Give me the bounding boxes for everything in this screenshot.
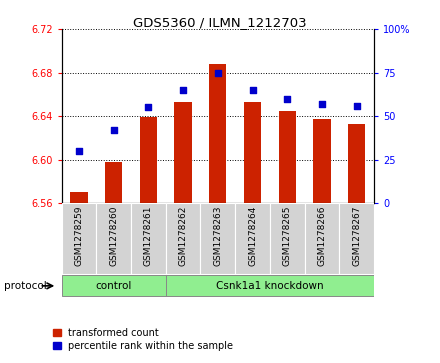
Text: GSM1278267: GSM1278267	[352, 205, 361, 266]
Bar	[62, 275, 166, 297]
Point	[249, 87, 256, 93]
Bar	[209, 64, 227, 203]
Bar	[140, 117, 157, 203]
Point	[353, 103, 360, 109]
Point	[75, 148, 82, 154]
Text: Csnk1a1 knockdown: Csnk1a1 knockdown	[216, 281, 324, 291]
Point	[180, 87, 187, 93]
Text: GSM1278264: GSM1278264	[248, 205, 257, 266]
Point	[110, 127, 117, 133]
Point	[145, 105, 152, 110]
Text: GSM1278266: GSM1278266	[317, 205, 326, 266]
Bar	[201, 203, 235, 274]
Text: protocol: protocol	[4, 281, 47, 291]
Text: GSM1278261: GSM1278261	[144, 205, 153, 266]
Text: GSM1278262: GSM1278262	[179, 205, 187, 266]
Point	[319, 101, 326, 107]
Bar	[105, 162, 122, 203]
Bar	[270, 203, 304, 274]
Bar	[348, 124, 365, 203]
Bar	[166, 275, 374, 297]
Legend: transformed count, percentile rank within the sample: transformed count, percentile rank withi…	[49, 324, 237, 355]
Bar	[244, 102, 261, 203]
Text: GSM1278263: GSM1278263	[213, 205, 222, 266]
Bar	[70, 192, 88, 203]
Bar	[339, 203, 374, 274]
Bar	[131, 203, 166, 274]
Text: control: control	[95, 281, 132, 291]
Point	[284, 96, 291, 102]
Bar	[304, 203, 339, 274]
Point	[214, 70, 221, 76]
Bar	[313, 119, 330, 203]
Bar	[174, 102, 192, 203]
Bar	[279, 111, 296, 203]
Bar	[62, 203, 96, 274]
Bar	[235, 203, 270, 274]
Text: GDS5360 / ILMN_1212703: GDS5360 / ILMN_1212703	[133, 16, 307, 29]
Bar	[166, 203, 201, 274]
Text: GSM1278259: GSM1278259	[74, 205, 84, 266]
Bar	[96, 203, 131, 274]
Text: GSM1278265: GSM1278265	[283, 205, 292, 266]
Text: GSM1278260: GSM1278260	[109, 205, 118, 266]
